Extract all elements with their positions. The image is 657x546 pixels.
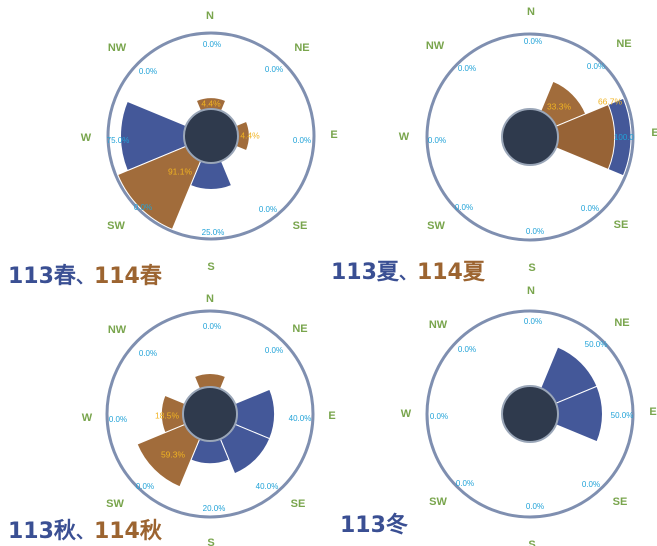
chart-0-label-5: 0.0% [134, 203, 152, 212]
chart-0-dir-E: E [330, 129, 337, 141]
chart-0-dir-W: W [81, 132, 92, 144]
chart-3-dir-W: W [401, 408, 412, 420]
chart-1-label-0: 0.0% [524, 37, 542, 46]
chart-2-dir-NE: NE [292, 323, 307, 335]
chart-3-label-2: 50.0% [611, 411, 634, 420]
chart-0-label-0: 0.0% [203, 40, 221, 49]
chart-3-hub [501, 385, 559, 443]
chart-1-label-9: 66.7% [598, 96, 623, 106]
chart-2-dir-NW: NW [108, 324, 127, 336]
chart-1-dir-NW: NW [426, 40, 445, 52]
chart-3-label-6: 0.0% [430, 412, 448, 421]
chart-1-label-6: 0.0% [428, 136, 446, 145]
chart-2-label-6: 0.0% [109, 415, 127, 424]
chart-3-label-5: 0.0% [456, 479, 474, 488]
chart-0-dir-SE: SE [293, 220, 308, 232]
chart-2-dir-SW: SW [106, 498, 124, 510]
chart-0-label-2: 0.0% [293, 136, 311, 145]
chart-0-label-7: 0.0% [139, 67, 157, 76]
chart-2-label-9: 59.3% [161, 449, 186, 459]
chart-2-hub [182, 386, 238, 442]
chart-1-dir-W: W [399, 131, 410, 143]
chart-1-label-5: 0.0% [455, 203, 473, 212]
chart-3-dir-E: E [649, 406, 656, 418]
chart-1-dir-N: N [527, 6, 535, 18]
chart-0-hub [183, 108, 239, 164]
caption-summer: 113夏、114夏 [331, 260, 485, 285]
chart-2-dir-N: N [206, 293, 214, 305]
chart-2-dir-E: E [328, 410, 335, 422]
chart-3-dir-SW: SW [429, 496, 447, 508]
chart-0-label-10: 91.1% [168, 166, 193, 176]
caption-winter: 113冬 [340, 513, 408, 538]
chart-2-dir-S: S [207, 537, 214, 546]
chart-3-dir-S: S [528, 539, 535, 546]
chart-2-label-2: 40.0% [289, 414, 312, 423]
chart-1-label-3: 0.0% [581, 204, 599, 213]
chart-0-dir-SW: SW [107, 220, 125, 232]
chart-0-label-3: 0.0% [259, 205, 277, 214]
caption-spring: 113春、114春 [8, 264, 162, 289]
chart-2-label-7: 0.0% [139, 349, 157, 358]
chart-2-label-0: 0.0% [203, 322, 221, 331]
chart-3-label-0: 0.0% [524, 317, 542, 326]
chart-3-dir-N: N [527, 285, 535, 297]
chart-1-dir-SW: SW [427, 220, 445, 232]
chart-2-dir-SE: SE [291, 498, 306, 510]
chart-2-label-8: 18.5% [155, 410, 180, 420]
chart-2-label-1: 0.0% [265, 346, 283, 355]
chart-1-dir-E: E [651, 127, 657, 139]
chart-0-label-6: 75.0% [107, 136, 130, 145]
chart-1-label-2: 100.0 [614, 133, 635, 142]
caption-autumn: 113秋、114秋 [8, 519, 162, 544]
chart-0-label-8: 4.4% [201, 98, 221, 108]
chart-1-label-8: 33.3% [547, 101, 572, 111]
chart-2-label-4: 20.0% [203, 504, 226, 513]
chart-0-dir-S: S [207, 261, 214, 273]
chart-3-label-7: 0.0% [458, 345, 476, 354]
chart-3-label-4: 0.0% [526, 502, 544, 511]
chart-0-label-1: 0.0% [265, 65, 283, 74]
chart-2-label-5: 0.0% [136, 482, 154, 491]
chart-3-label-3: 0.0% [582, 480, 600, 489]
chart-1-dir-S: S [528, 262, 535, 274]
chart-0-dir-NE: NE [294, 42, 309, 54]
chart-3-dir-NE: NE [614, 317, 629, 329]
chart-0-label-9: 4.4% [240, 130, 260, 140]
chart-1-label-1: 0.0% [587, 62, 605, 71]
chart-0-dir-N: N [206, 10, 214, 22]
chart-1-dir-NE: NE [616, 38, 631, 50]
chart-1-hub [501, 108, 559, 166]
chart-0-label-4: 25.0% [202, 228, 225, 237]
chart-3-label-1: 50.0% [585, 340, 608, 349]
chart-2-label-3: 40.0% [256, 482, 279, 491]
chart-1-label-7: 0.0% [458, 64, 476, 73]
chart-1-dir-SE: SE [614, 219, 629, 231]
chart-2-dir-W: W [82, 412, 93, 424]
chart-3-dir-SE: SE [613, 496, 628, 508]
chart-3-dir-NW: NW [429, 319, 448, 331]
chart-1-label-4: 0.0% [526, 227, 544, 236]
chart-0-dir-NW: NW [108, 42, 127, 54]
